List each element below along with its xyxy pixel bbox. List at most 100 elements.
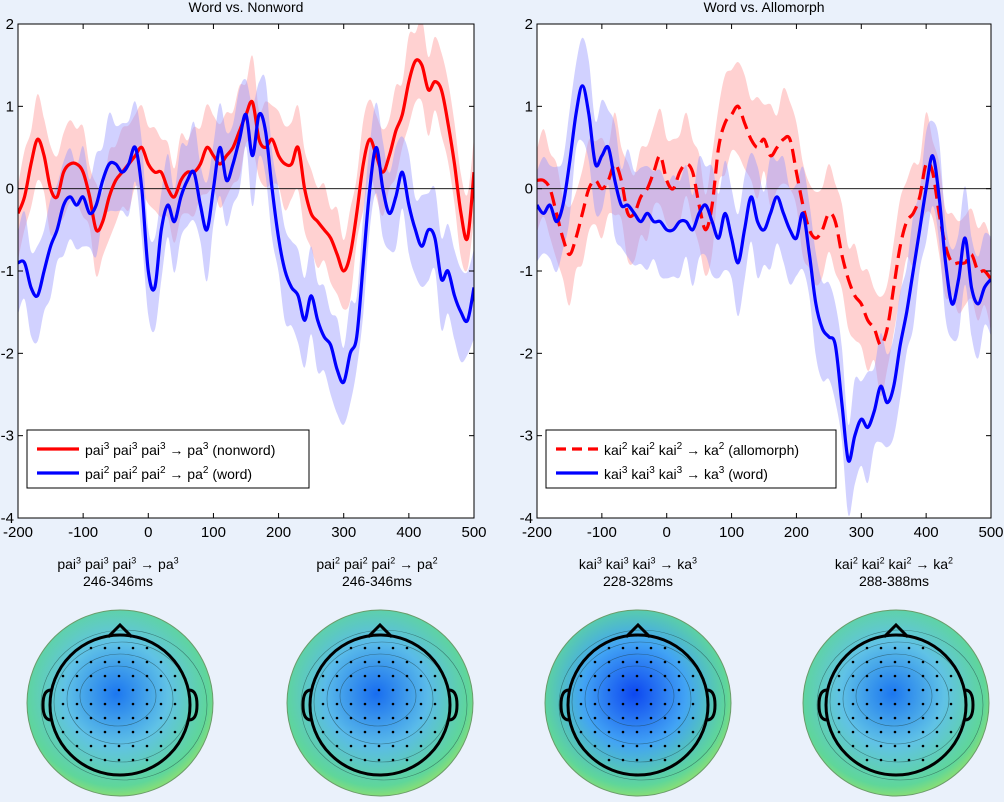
head-outline	[824, 633, 968, 777]
electrode-dot	[635, 660, 639, 664]
electrode-dot	[635, 702, 639, 706]
electrode-dot	[593, 716, 597, 720]
electrode-dot	[103, 674, 107, 678]
x-tick-label: 500	[461, 524, 486, 541]
electrode-dot	[103, 702, 107, 706]
electrode-dot	[663, 660, 667, 664]
topomap-condition: kai3 kai3 kai3 → ka3	[578, 555, 698, 572]
y-tick-label: -4	[1, 510, 14, 527]
topomap-label-2: pai2 pai2 pai2 → pa2 246-346ms	[267, 556, 487, 590]
electrode-dot	[89, 688, 93, 692]
x-tick-label: 0	[663, 524, 671, 541]
electrode-dot	[893, 716, 897, 720]
electrode-dot	[75, 688, 79, 692]
y-tick-label: -1	[520, 263, 533, 280]
electrode-dot	[103, 716, 107, 720]
electrode-dot	[879, 674, 883, 678]
electrode-dot	[173, 674, 177, 678]
head-outline	[308, 633, 452, 777]
right-ear	[964, 688, 975, 722]
electrode-dot	[907, 744, 911, 748]
electrode-dot	[321, 702, 325, 706]
electrode-dot	[131, 716, 135, 720]
electrode-dot	[61, 730, 65, 734]
electrode-dot	[921, 646, 925, 650]
scalp-field	[544, 609, 732, 797]
electrode-dot	[621, 716, 625, 720]
electrode-dot	[649, 674, 653, 678]
electrode-dot	[61, 716, 65, 720]
electrode-dot	[907, 674, 911, 678]
electrode-dot	[405, 730, 409, 734]
electrode-dot	[145, 716, 149, 720]
electrode-dot	[893, 702, 897, 706]
x-tick-label: 0	[144, 524, 152, 541]
series-line-2	[537, 84, 991, 463]
electrode-dot	[61, 688, 65, 692]
y-tick-label: -2	[520, 345, 533, 362]
scalp-field	[802, 609, 990, 797]
electrode-dot	[405, 660, 409, 664]
electrode-dot	[405, 716, 409, 720]
y-tick-label: 1	[6, 98, 14, 115]
electrode-dot	[131, 744, 135, 748]
electrode-dot	[593, 744, 597, 748]
contour-line	[326, 653, 434, 745]
electrode-dot	[865, 660, 869, 664]
electrode-dot	[349, 730, 353, 734]
electrode-dot	[117, 716, 121, 720]
left-ear	[301, 688, 312, 722]
electrode-dot	[949, 730, 953, 734]
electrode-dot	[621, 744, 625, 748]
topomap-condition: kai2 kai2 kai2 → ka2	[834, 555, 954, 572]
electrode-dot	[935, 744, 939, 748]
electrode-dot	[61, 674, 65, 678]
electrode-dot	[677, 688, 681, 692]
electrode-dot	[907, 646, 911, 650]
electrode-dot	[593, 674, 597, 678]
electrode-dot	[117, 646, 121, 650]
electrode-dot	[103, 730, 107, 734]
electrode-dot	[89, 730, 93, 734]
electrode-dot	[649, 646, 653, 650]
electrode-dot	[349, 646, 353, 650]
electrode-dot	[363, 674, 367, 678]
x-tick-label: 500	[978, 524, 1003, 541]
electrode-dot	[893, 730, 897, 734]
electrode-dot	[131, 702, 135, 706]
electrode-dot	[89, 660, 93, 664]
electrode-dot	[117, 688, 121, 692]
electrode-dot	[103, 688, 107, 692]
nose-outline	[624, 622, 652, 639]
electrode-dot	[75, 716, 79, 720]
legend-label-2: pai2 pai2 pai2 → pa2 (word)	[85, 465, 252, 482]
electrode-dot	[649, 702, 653, 706]
electrode-dot	[405, 758, 409, 762]
electrode-dot	[433, 702, 437, 706]
x-tick-label: 300	[849, 524, 874, 541]
electrode-dot	[363, 646, 367, 650]
electrode-dot	[607, 716, 611, 720]
electrode-dot	[335, 744, 339, 748]
electrode-dot	[363, 758, 367, 762]
electrode-dot	[837, 674, 841, 678]
legend-label-1: kai2 kai2 kai2 → ka2 (allomorph)	[604, 441, 799, 458]
electrode-dot	[649, 730, 653, 734]
electrode-dot	[677, 744, 681, 748]
contour-line	[339, 665, 417, 727]
electrode-dot	[621, 702, 625, 706]
topomap-time-window: 288-388ms	[858, 573, 930, 589]
right-ear	[188, 688, 199, 722]
electrode-dot	[663, 744, 667, 748]
electrode-dot	[159, 716, 163, 720]
electrode-dot	[335, 702, 339, 706]
electrode-dot	[607, 744, 611, 748]
legend-label-1: pai3 pai3 pai3 → pa3 (nonword)	[85, 441, 275, 458]
electrode-dot	[677, 730, 681, 734]
electrode-dot	[103, 646, 107, 650]
electrode-dot	[607, 688, 611, 692]
electrode-dot	[879, 758, 883, 762]
electrode-dot	[419, 702, 423, 706]
electrode-dot	[663, 702, 667, 706]
electrode-dot	[391, 744, 395, 748]
